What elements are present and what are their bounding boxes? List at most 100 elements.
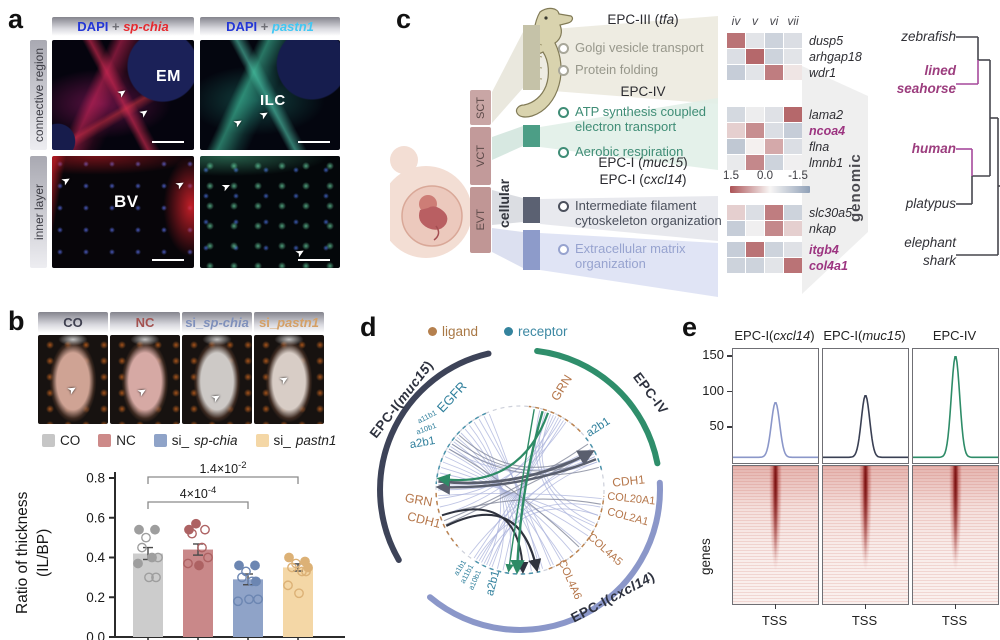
tss-heatmap bbox=[912, 465, 999, 605]
treatment-header: CO bbox=[38, 312, 108, 333]
interaction-link bbox=[450, 446, 554, 566]
profile-y-tick bbox=[727, 426, 732, 428]
pregnancy-illustration bbox=[390, 146, 472, 258]
significance-label: 4×10-4 bbox=[180, 485, 217, 501]
row-label-bar: inner layer bbox=[30, 156, 47, 268]
profile-y-tick-label: 50 bbox=[709, 418, 724, 434]
data-point bbox=[233, 596, 243, 607]
tss-heatmap bbox=[822, 465, 909, 605]
tissue-annotation: ILC bbox=[260, 92, 286, 109]
title-post: ) bbox=[901, 328, 906, 343]
interaction-link bbox=[447, 451, 564, 560]
significance-bracket bbox=[147, 501, 249, 509]
legend-item: si_ pastn1 bbox=[255, 432, 337, 448]
bar-ylabel-line1: Ratio of thickness bbox=[14, 491, 31, 615]
profile-y-tick bbox=[727, 390, 732, 393]
flow-band bbox=[492, 32, 523, 123]
treatment-label: NC bbox=[135, 315, 155, 330]
legend-item: NC bbox=[98, 433, 136, 448]
tss-profile-line bbox=[913, 356, 998, 459]
node-label: CDH1 bbox=[612, 472, 646, 489]
fetus-body bbox=[419, 206, 448, 230]
flow-band bbox=[540, 196, 718, 241]
tss-x-tick bbox=[864, 604, 867, 609]
data-point bbox=[203, 552, 213, 563]
thickness-bar-chart: 0.0 0.2 0.4 0.6 0.8 4×10-4 1.4×10-2 bbox=[86, 460, 345, 640]
micrograph-column-header: DAPI + pastn1 bbox=[200, 17, 340, 36]
treatment-header: NC bbox=[110, 312, 180, 333]
panel-b-experiment: CO ➤ NC ➤ si_ sp-chia ➤ si_ pastn1 ➤ CO NC si_ sp-chi… bbox=[0, 300, 355, 640]
sig-base: 1.4×10 bbox=[199, 462, 238, 476]
sig-exponent: -4 bbox=[208, 485, 216, 496]
tss-x-label: TSS bbox=[851, 613, 878, 628]
major-interaction-link bbox=[510, 410, 544, 575]
legend-label: NC bbox=[116, 432, 136, 448]
profile-curve-plot bbox=[913, 356, 998, 459]
tss-x-tick bbox=[774, 604, 777, 609]
micrograph-column-header: DAPI + sp-chia bbox=[52, 17, 194, 36]
flow-band bbox=[492, 228, 523, 268]
tissue-annotation: BV bbox=[114, 192, 139, 211]
interaction-link bbox=[488, 461, 598, 567]
legend-swatch bbox=[153, 433, 167, 447]
node-label: COL4A6 bbox=[556, 558, 584, 601]
profile-plot-frame bbox=[822, 348, 909, 464]
interaction-link bbox=[541, 413, 599, 516]
panel-e-label: e bbox=[682, 312, 698, 342]
scale-bar bbox=[298, 258, 330, 261]
bar-ylabel-line2: (IL/BP) bbox=[35, 528, 52, 578]
arrow-icon: ➤ bbox=[135, 384, 150, 400]
legend-label: CO bbox=[60, 432, 81, 448]
flow-band bbox=[540, 233, 718, 297]
y-tick-label: 0.6 bbox=[86, 510, 105, 525]
profile-plot-frame bbox=[912, 348, 999, 464]
legend-swatch bbox=[255, 433, 269, 447]
panel-c-graphics bbox=[390, 7, 1000, 297]
node-segment-arc bbox=[548, 495, 605, 570]
sig-exponent: -2 bbox=[238, 460, 246, 471]
arrow-icon: ➤ bbox=[59, 173, 74, 189]
node-label: a2b1 bbox=[584, 415, 612, 439]
interaction-link bbox=[491, 414, 554, 568]
tss-x-tick bbox=[954, 604, 957, 609]
specimen-photo: ➤ bbox=[182, 335, 252, 424]
legend-label: si_ bbox=[273, 432, 291, 448]
legend-gene: sp-chia bbox=[194, 432, 238, 448]
tss-x-label: TSS bbox=[761, 613, 788, 628]
data-point bbox=[151, 572, 161, 583]
interaction-link bbox=[535, 410, 592, 532]
figure-head bbox=[390, 146, 418, 174]
legend-gene: pastn1 bbox=[295, 432, 337, 448]
profile-curve-plot bbox=[733, 402, 818, 459]
node-label: COL4A5 bbox=[585, 531, 624, 568]
micrograph-image: ➤ ➤ bbox=[52, 156, 194, 268]
panel-c-label: c bbox=[396, 4, 412, 34]
data-point bbox=[234, 560, 244, 571]
interaction-link bbox=[443, 443, 589, 522]
legend-item: CO bbox=[42, 433, 80, 448]
tss-profile-line bbox=[823, 395, 908, 459]
phylo-tree bbox=[956, 36, 1000, 256]
profile-plot-frame bbox=[732, 348, 819, 464]
node-label: GRN bbox=[404, 491, 434, 510]
chord-diagram: EPC-I(muc15)EPC-IVEPC-I(cxcl14)EGFRa11b1… bbox=[367, 348, 671, 633]
data-point bbox=[283, 580, 293, 591]
node-label: CDH1 bbox=[406, 509, 442, 531]
specimen-photo: ➤ bbox=[254, 335, 324, 424]
interaction-link bbox=[476, 503, 601, 560]
node-label: a2b1 bbox=[484, 569, 502, 597]
interaction-link bbox=[453, 441, 544, 569]
interaction-link bbox=[448, 448, 580, 548]
legend-label: si_ bbox=[171, 432, 190, 448]
title-pre: EPC-I( bbox=[823, 328, 863, 343]
stain-label: DAPI bbox=[226, 19, 258, 34]
micrograph-image: ➤ ➤ bbox=[200, 40, 340, 150]
cluster-arc bbox=[427, 479, 663, 633]
interaction-link bbox=[464, 428, 511, 572]
panel-b-label: b bbox=[8, 306, 25, 336]
umbilical-cord bbox=[433, 225, 440, 241]
significance-label: 1.4×10-2 bbox=[199, 460, 246, 476]
treatment-label: CO bbox=[63, 315, 83, 330]
profile-title: EPC-I(cxcl14) bbox=[720, 328, 829, 343]
